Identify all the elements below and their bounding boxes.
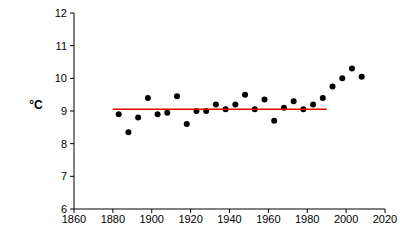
point: [349, 66, 355, 72]
point: [261, 97, 267, 103]
y-tick: [70, 143, 74, 144]
point: [116, 111, 122, 117]
y-tick: [70, 209, 74, 210]
x-tick-label: 1880: [101, 213, 125, 225]
x-tick-label: 1960: [256, 213, 280, 225]
point: [310, 101, 316, 107]
point: [164, 110, 170, 116]
x-tick-label: 2020: [373, 213, 397, 225]
y-tick-label: 8: [61, 138, 67, 150]
point: [155, 111, 161, 117]
point: [213, 101, 219, 107]
point: [330, 84, 336, 90]
point: [242, 92, 248, 98]
y-tick: [70, 111, 74, 112]
y-tick-label: 10: [55, 72, 67, 84]
point: [271, 118, 277, 124]
y-tick-label: 11: [56, 40, 67, 52]
y-tick: [70, 176, 74, 177]
point: [232, 101, 238, 107]
x-tick-label: 1980: [295, 213, 319, 225]
chart: 6789101112186018801900192019401960198020…: [0, 0, 400, 225]
y-tick-label: 7: [61, 170, 67, 182]
y-tick: [70, 45, 74, 46]
line: [113, 109, 327, 111]
point: [125, 129, 131, 135]
point: [184, 121, 190, 127]
point: [145, 95, 151, 101]
y-tick: [70, 13, 74, 14]
x-tick-label: 1940: [217, 213, 241, 225]
point: [339, 75, 345, 81]
point: [359, 74, 365, 80]
point: [320, 95, 326, 101]
point: [291, 98, 297, 104]
y-tick: [70, 78, 74, 79]
x-tick-label: 1860: [62, 213, 86, 225]
x-tick-label: 1900: [140, 213, 164, 225]
y-tick-label: 9: [61, 105, 67, 117]
x-tick-label: 1920: [178, 213, 202, 225]
y-tick-label: 12: [55, 7, 67, 19]
point: [174, 93, 180, 99]
x-tick-label: 2000: [334, 213, 358, 225]
y-axis-label: °C: [29, 98, 43, 112]
plot-area: [113, 66, 365, 136]
point: [135, 115, 141, 121]
